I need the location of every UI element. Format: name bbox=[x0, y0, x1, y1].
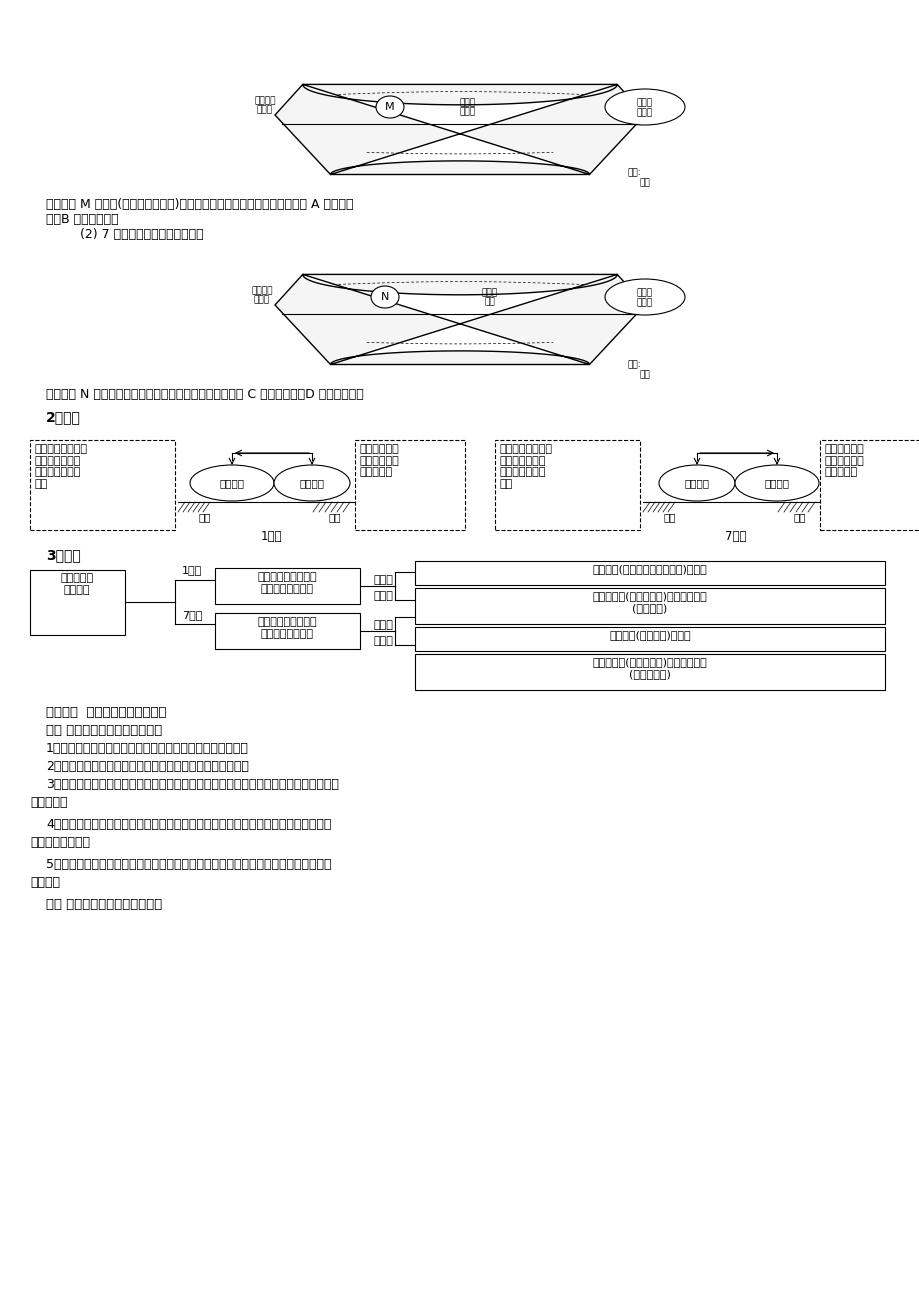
Text: 亚洲低压(印度低压)最突出: 亚洲低压(印度低压)最突出 bbox=[608, 630, 690, 641]
Text: 2．原理: 2．原理 bbox=[46, 410, 81, 424]
Text: (2) 7 月份气压中心分布与夏季风: (2) 7 月份气压中心分布与夏季风 bbox=[80, 228, 203, 241]
Text: 差异大。: 差异大。 bbox=[30, 876, 60, 889]
Text: 海陆热力性
质的差异: 海陆热力性 质的差异 bbox=[61, 573, 94, 595]
Text: 海洋上: 海洋上 bbox=[373, 635, 392, 646]
Bar bbox=[494, 440, 640, 530]
Ellipse shape bbox=[190, 465, 274, 501]
Polygon shape bbox=[275, 85, 644, 174]
Text: 3．极地东风由较高纬度吹向较低纬度，性质干燥；中纬西风由较低纬度吹向较高纬度，: 3．极地东风由较高纬度吹向较低纬度，性质干燥；中纬西风由较低纬度吹向较高纬度， bbox=[46, 779, 338, 792]
Text: 太平洋高压(夏威夷高压)、大西洋高压
(亚速尔高压): 太平洋高压(夏威夷高压)、大西洋高压 (亚速尔高压) bbox=[592, 658, 707, 678]
Text: 副热带高气压带被大
陆上的热低压切断: 副热带高气压带被大 陆上的热低压切断 bbox=[257, 617, 316, 638]
Text: 图例:: 图例: bbox=[628, 168, 641, 177]
Text: 风向: 风向 bbox=[640, 178, 650, 187]
Text: 海洋: 海洋 bbox=[793, 512, 805, 522]
Text: 2．副热带高气压带、极地高气压带为气流下沉区，降水少。: 2．副热带高气压带、极地高气压带为气流下沉区，降水少。 bbox=[46, 760, 249, 773]
Text: 1月份: 1月份 bbox=[182, 565, 202, 575]
Text: 7月份: 7月份 bbox=[724, 530, 746, 543]
Text: 高压: 高压 bbox=[484, 297, 494, 306]
Text: 大陆上: 大陆上 bbox=[373, 575, 392, 585]
Text: M: M bbox=[385, 102, 394, 112]
Ellipse shape bbox=[605, 279, 685, 315]
Text: 气压带: 气压带 bbox=[256, 105, 273, 115]
Text: 低压中心: 低压中心 bbox=[684, 478, 709, 488]
Bar bbox=[414, 628, 884, 651]
Text: 海洋相对是冷
源，近洋面形
成高压中心: 海洋相对是冷 源，近洋面形 成高压中心 bbox=[824, 444, 864, 478]
Bar bbox=[30, 440, 175, 530]
Bar bbox=[414, 589, 884, 624]
Text: 洋低压: 洋低压 bbox=[460, 108, 475, 116]
Text: 海洋: 海洋 bbox=[328, 512, 341, 522]
Ellipse shape bbox=[376, 96, 403, 118]
Ellipse shape bbox=[658, 465, 734, 501]
Text: 气压带: 气压带 bbox=[254, 296, 270, 305]
Text: 岸，降水则较多。: 岸，降水则较多。 bbox=[30, 836, 90, 849]
Text: 副热带高: 副热带高 bbox=[251, 286, 272, 296]
Bar bbox=[414, 561, 884, 585]
Text: 北太平: 北太平 bbox=[460, 99, 475, 108]
Text: 一、 气压带、风带对气候的影响: 一、 气压带、风带对气候的影响 bbox=[46, 724, 162, 737]
Text: 洋高压: 洋高压 bbox=[636, 298, 652, 307]
Text: 大陆为热源，空气
受热膨胀上升，
近地面形成低压
中心: 大陆为热源，空气 受热膨胀上升， 近地面形成低压 中心 bbox=[499, 444, 552, 488]
Bar bbox=[215, 613, 359, 648]
Text: 低压中心: 低压中心 bbox=[300, 478, 324, 488]
Text: 5．受单一气压带、风带的影响，气候季节差异小；气压带、风带交替控制，气候季节: 5．受单一气压带、风带的影响，气候季节差异小；气压带、风带交替控制，气候季节 bbox=[46, 858, 331, 871]
Text: 二、 气压带、风带对气候的影响: 二、 气压带、风带对气候的影响 bbox=[46, 898, 162, 911]
Text: 图例:: 图例: bbox=[628, 359, 641, 368]
Text: 高压中心: 高压中心 bbox=[220, 478, 244, 488]
Text: 气压中心 N 是印度低压，其切断了副热带高气压带。图中 C 为东南季风，D 为西南季风。: 气压中心 N 是印度低压，其切断了副热带高气压带。图中 C 为东南季风，D 为西… bbox=[46, 388, 363, 401]
Ellipse shape bbox=[734, 465, 818, 501]
Text: 北大西: 北大西 bbox=[636, 289, 652, 297]
Text: 气压中心 M 是亚洲(蒙古一西伯利亚)高压，其切断了副极地低气压带。图中 A 为西北季: 气压中心 M 是亚洲(蒙古一西伯利亚)高压，其切断了副极地低气压带。图中 A 为… bbox=[46, 198, 353, 211]
Bar bbox=[414, 654, 884, 690]
Text: 夏威夷: 夏威夷 bbox=[482, 289, 497, 297]
Text: 副极地低: 副极地低 bbox=[254, 96, 276, 105]
Text: 4．受信风带影响的大陆西部和中部地区一般为晴朗干燥天气；受信风带影响的大陆东: 4．受信风带影响的大陆西部和中部地区一般为晴朗干燥天气；受信风带影响的大陆东 bbox=[46, 818, 331, 831]
Text: 3．影响: 3．影响 bbox=[46, 548, 81, 562]
Bar bbox=[819, 440, 919, 530]
Text: 大陆上: 大陆上 bbox=[373, 620, 392, 630]
Text: 风向: 风向 bbox=[640, 370, 650, 379]
Bar bbox=[215, 568, 359, 604]
Polygon shape bbox=[275, 275, 644, 365]
Text: 洋低压: 洋低压 bbox=[636, 108, 652, 117]
Text: 太平洋低压(阿留申低压)、大西洋低压
(冰岛低压): 太平洋低压(阿留申低压)、大西洋低压 (冰岛低压) bbox=[592, 591, 707, 613]
Text: 1月份: 1月份 bbox=[260, 530, 281, 543]
Text: 海洋上: 海洋上 bbox=[373, 591, 392, 602]
Text: 高压中心: 高压中心 bbox=[764, 478, 789, 488]
Text: 海洋相对是热
源，近洋面形
成低压中心: 海洋相对是热 源，近洋面形 成低压中心 bbox=[359, 444, 400, 478]
Ellipse shape bbox=[605, 89, 685, 125]
Bar bbox=[355, 440, 464, 530]
Text: 7月份: 7月份 bbox=[182, 611, 202, 620]
Ellipse shape bbox=[274, 465, 349, 501]
Text: 风，B 为东北季风。: 风，B 为东北季风。 bbox=[46, 214, 119, 227]
Text: 大陆为冷源，空气
受冷收缩下沉，
近地面形成高压
中心: 大陆为冷源，空气 受冷收缩下沉， 近地面形成高压 中心 bbox=[35, 444, 88, 488]
Text: 性质湿润。: 性质湿润。 bbox=[30, 796, 67, 809]
Ellipse shape bbox=[370, 286, 399, 309]
Text: 亚洲高压(蒙古一西伯利亚高压)最强大: 亚洲高压(蒙古一西伯利亚高压)最强大 bbox=[592, 564, 707, 574]
Text: 北大西: 北大西 bbox=[636, 99, 652, 108]
Text: 副极地低气压带被大
陆上的冷高压切断: 副极地低气压带被大 陆上的冷高压切断 bbox=[257, 572, 316, 594]
Text: 突破点三  大气环流对气候的影响: 突破点三 大气环流对气候的影响 bbox=[46, 706, 166, 719]
Bar bbox=[30, 570, 125, 635]
Text: 1．赤道低气压带、副极地低气压带为气流上升区，降水多。: 1．赤道低气压带、副极地低气压带为气流上升区，降水多。 bbox=[46, 742, 249, 755]
Text: 陆地: 陆地 bbox=[199, 512, 211, 522]
Text: N: N bbox=[380, 292, 389, 302]
Text: 陆地: 陆地 bbox=[663, 512, 675, 522]
